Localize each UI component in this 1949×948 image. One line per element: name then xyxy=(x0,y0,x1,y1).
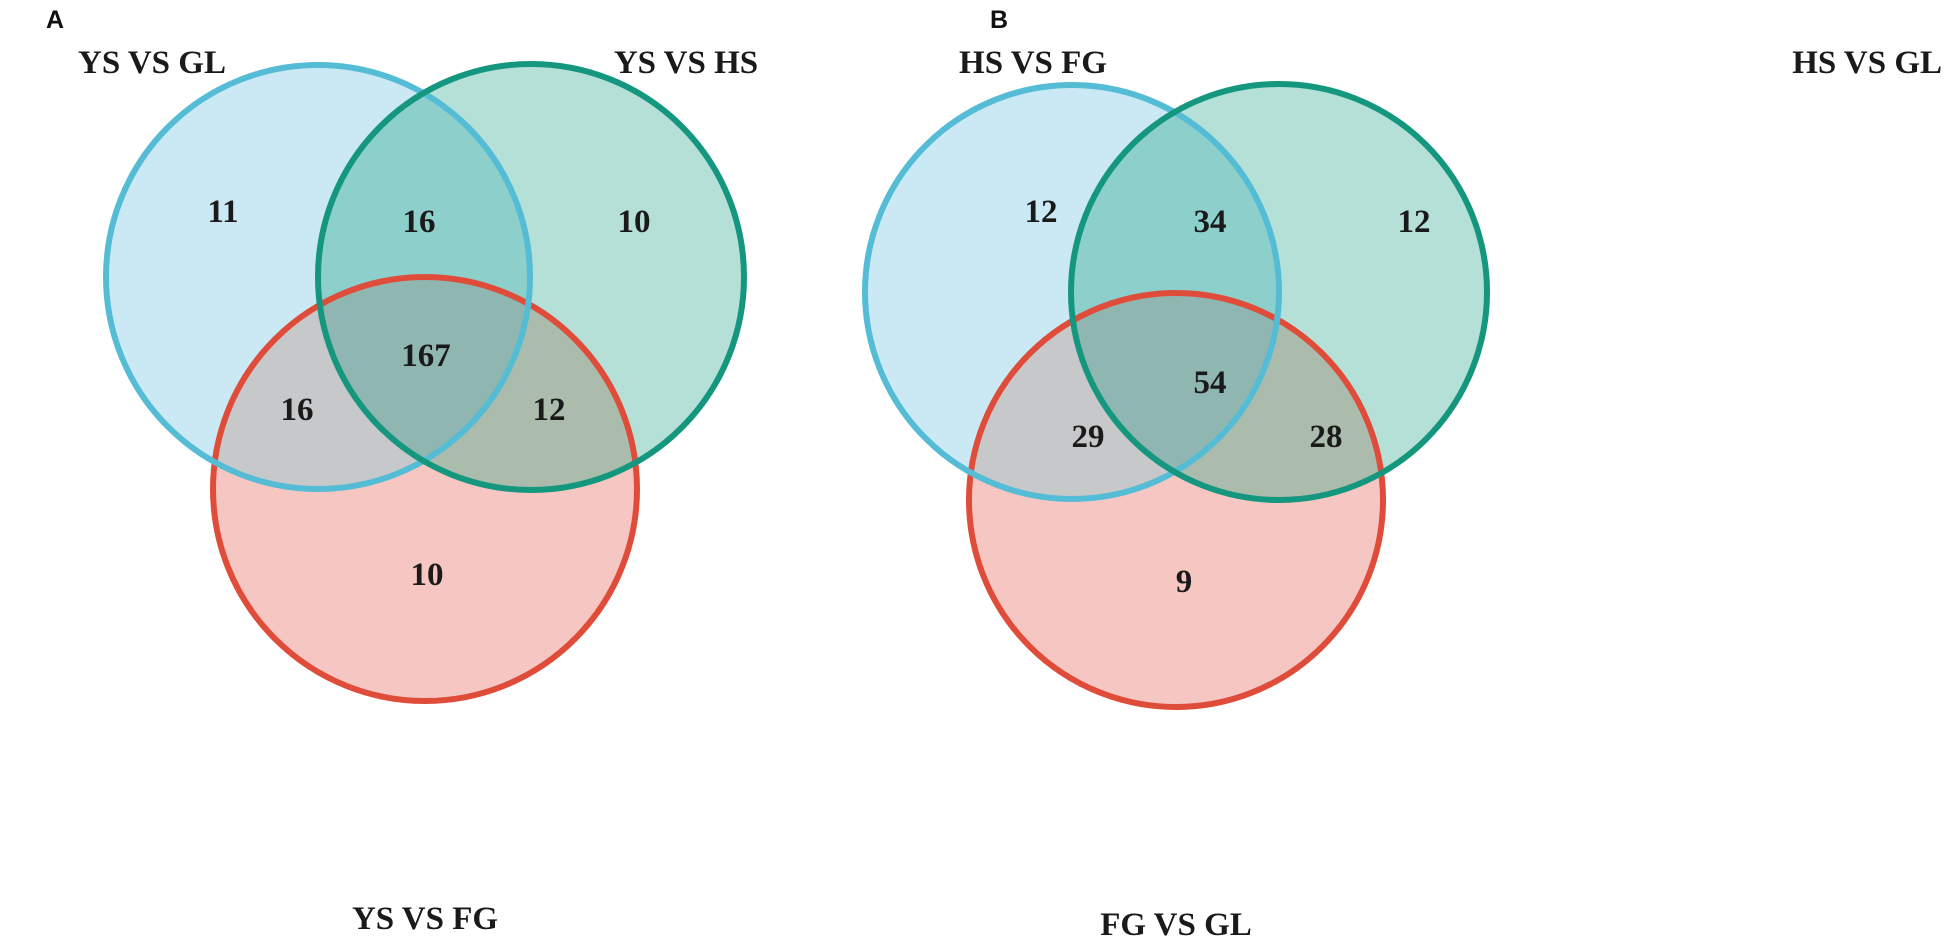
count-b-red-only: 9 xyxy=(1176,564,1193,600)
venn-b-rings xyxy=(862,81,1490,710)
count-b-green-only: 12 xyxy=(1398,204,1431,240)
venn-a-green-ring xyxy=(315,61,747,493)
set-label-b-green: HS VS GL xyxy=(1792,45,1942,81)
venn-b-red-ring xyxy=(966,290,1386,710)
venn-panel-b: B HS VS FG HS VS GL FG VS GL 12 34 12 54… xyxy=(862,6,1942,943)
panel-letter-a: A xyxy=(46,6,64,34)
venn-panel-a: A YS VS GL YS VS HS YS VS FG 11 16 10 16… xyxy=(46,6,758,937)
count-a-blue-red: 16 xyxy=(281,392,314,428)
count-a-red-only: 10 xyxy=(411,557,444,593)
venn-b-green-ring xyxy=(1068,81,1490,503)
venn-a-blue-red-overlap xyxy=(213,277,530,489)
venn-a-red-ring xyxy=(210,274,640,704)
set-label-a-red: YS VS FG xyxy=(352,901,498,937)
count-a-green-red: 12 xyxy=(533,392,566,428)
venn-b-fills xyxy=(865,84,1487,707)
count-a-all: 167 xyxy=(401,338,451,374)
count-a-blue-green: 16 xyxy=(403,204,436,240)
count-b-blue-green: 34 xyxy=(1194,204,1227,240)
venn-a-rings xyxy=(103,61,747,704)
panel-letter-b: B xyxy=(990,6,1008,34)
set-label-b-red: FG VS GL xyxy=(1100,907,1252,943)
count-a-blue-only: 11 xyxy=(207,194,238,230)
venn-a-fills xyxy=(106,64,744,701)
count-a-green-only: 10 xyxy=(618,204,651,240)
count-b-green-red: 28 xyxy=(1310,419,1343,455)
count-b-blue-red: 29 xyxy=(1072,419,1105,455)
set-label-a-green: YS VS HS xyxy=(614,45,758,81)
venn-a-blue-ring xyxy=(103,62,533,492)
count-b-all: 54 xyxy=(1194,365,1227,401)
set-label-b-blue: HS VS FG xyxy=(959,45,1107,81)
venn-b-blue-ring xyxy=(862,82,1282,502)
venn-b-blue-red-overlap xyxy=(969,293,1279,499)
set-label-a-blue: YS VS GL xyxy=(78,45,226,81)
count-b-blue-only: 12 xyxy=(1025,194,1058,230)
